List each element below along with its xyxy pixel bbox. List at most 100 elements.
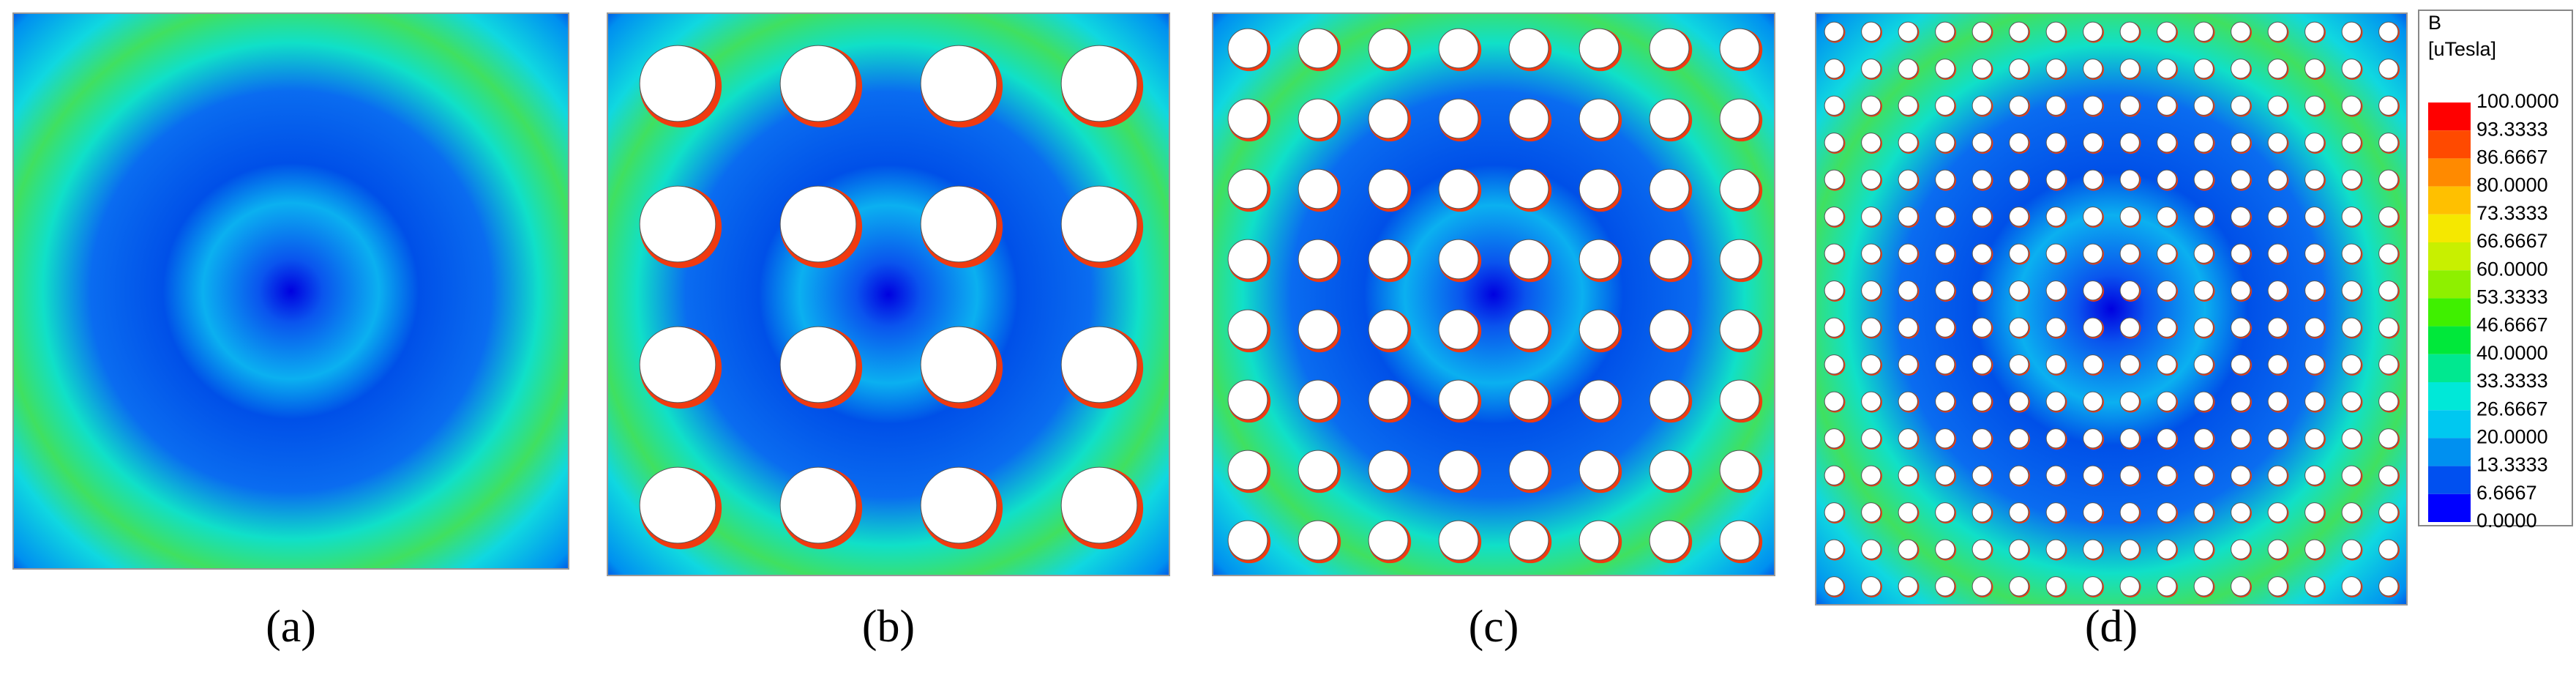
hole <box>2231 280 2251 301</box>
hole <box>1972 428 1992 449</box>
hole <box>1368 450 1409 491</box>
hole <box>2304 59 2325 79</box>
hole <box>1972 133 1992 153</box>
hole <box>2083 280 2103 301</box>
hole <box>2119 21 2140 42</box>
hole <box>2341 391 2362 411</box>
hole <box>1935 59 1955 79</box>
hole <box>2267 391 2288 411</box>
hole <box>1898 502 1918 523</box>
hole <box>1972 391 1992 411</box>
hole <box>1060 466 1138 544</box>
hole <box>2193 280 2214 301</box>
hole <box>1368 309 1409 350</box>
hole <box>2119 317 2140 338</box>
hole <box>2119 465 2140 485</box>
hole <box>2157 133 2177 153</box>
colorbar-tick-label: 80.0000 <box>2476 174 2548 196</box>
hole <box>1579 379 1620 420</box>
hole <box>1438 450 1479 491</box>
hole <box>1935 206 1955 227</box>
hole <box>2304 95 2325 116</box>
hole <box>1298 239 1338 280</box>
hole <box>1861 391 1882 411</box>
hole <box>1824 206 1844 227</box>
hole <box>920 45 997 122</box>
hole <box>1508 98 1549 139</box>
hole <box>779 466 857 544</box>
hole <box>2045 428 2066 449</box>
hole <box>2157 428 2177 449</box>
hole <box>1649 168 1690 209</box>
hole <box>2045 391 2066 411</box>
hole <box>1935 391 1955 411</box>
hole <box>2083 502 2103 523</box>
hole <box>2378 243 2399 264</box>
hole <box>1898 169 1918 190</box>
field-map <box>1212 12 1775 576</box>
hole <box>2267 317 2288 338</box>
hole <box>1898 317 1918 338</box>
hole <box>1649 450 1690 491</box>
hole <box>2304 391 2325 411</box>
hole <box>1508 28 1549 69</box>
hole <box>2267 133 2288 153</box>
hole <box>1861 95 1882 116</box>
hole <box>2045 465 2066 485</box>
hole <box>2193 502 2214 523</box>
hole <box>2009 133 2029 153</box>
hole <box>1898 59 1918 79</box>
colorbar-tick-label: 40.0000 <box>2476 342 2548 364</box>
hole <box>1298 168 1338 209</box>
hole <box>1824 243 1844 264</box>
hole <box>1898 354 1918 375</box>
hole <box>1861 280 1882 301</box>
hole <box>2083 21 2103 42</box>
hole <box>1898 206 1918 227</box>
hole <box>1898 280 1918 301</box>
hole <box>2045 206 2066 227</box>
hole <box>1579 239 1620 280</box>
hole <box>1972 465 1992 485</box>
hole <box>2193 465 2214 485</box>
hole <box>2157 539 2177 559</box>
hole <box>2267 206 2288 227</box>
hole <box>1719 168 1760 209</box>
hole <box>2378 59 2399 79</box>
hole <box>2378 539 2399 559</box>
hole <box>2378 391 2399 411</box>
hole <box>1438 379 1479 420</box>
hole <box>2083 317 2103 338</box>
hole <box>1935 502 1955 523</box>
hole <box>2009 317 2029 338</box>
color-step <box>2428 493 2471 522</box>
colorbar-tick-label: 26.6667 <box>2476 398 2548 420</box>
hole <box>1719 239 1760 280</box>
hole <box>1935 169 1955 190</box>
field-plot <box>12 12 569 570</box>
hole <box>2045 243 2066 264</box>
hole <box>1824 169 1844 190</box>
hole <box>1972 280 1992 301</box>
field-plot <box>607 12 1170 576</box>
hole <box>2083 539 2103 559</box>
colorbar-tick-label: 73.3333 <box>2476 202 2548 224</box>
hole <box>1935 428 1955 449</box>
hole <box>1508 168 1549 209</box>
hole <box>1438 520 1479 561</box>
hole <box>2341 465 2362 485</box>
color-step <box>2428 466 2471 494</box>
hole <box>2009 243 2029 264</box>
hole <box>1438 98 1479 139</box>
hole <box>1972 243 1992 264</box>
hole <box>2231 133 2251 153</box>
hole <box>2045 280 2066 301</box>
hole <box>2193 206 2214 227</box>
hole <box>2119 59 2140 79</box>
hole <box>1898 391 1918 411</box>
hole <box>2083 206 2103 227</box>
hole <box>1972 317 1992 338</box>
hole <box>1649 239 1690 280</box>
colorbar-quantity: B <box>2428 12 2441 34</box>
hole <box>2231 428 2251 449</box>
